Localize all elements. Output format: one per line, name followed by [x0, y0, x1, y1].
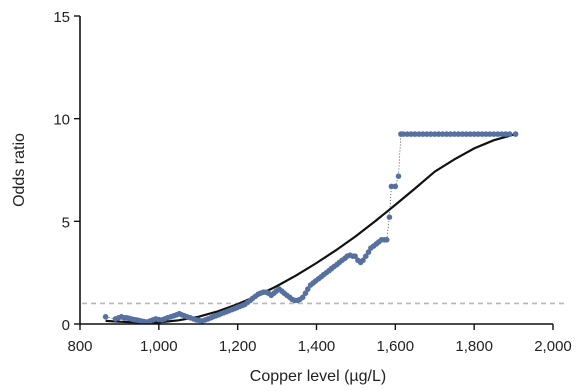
scatter-point — [392, 183, 399, 190]
scatter-point — [451, 131, 458, 137]
scatter-connector-layer — [105, 133, 516, 323]
scatter-point — [506, 131, 513, 137]
x-tick-label: 1,600 — [377, 338, 415, 355]
y-tick-label: 15 — [53, 9, 70, 26]
scatter-point — [302, 290, 309, 297]
x-tick-label: 1,800 — [455, 338, 493, 355]
scatter-point — [471, 131, 478, 137]
x-tick-label: 1,200 — [219, 338, 257, 355]
scatter-point — [512, 131, 519, 137]
scatter-point — [475, 131, 481, 137]
scatter-point — [424, 131, 430, 137]
scatter-point — [502, 131, 509, 137]
y-tick-label: 5 — [62, 214, 70, 231]
scatter-point — [455, 131, 462, 137]
scatter-point — [299, 294, 306, 301]
scatter-point — [363, 253, 369, 259]
scatter-point — [395, 173, 402, 179]
x-tick-label: 1,000 — [140, 338, 178, 355]
scatter-point — [420, 131, 426, 137]
scatter-point — [499, 131, 505, 137]
scatter-point — [483, 131, 489, 137]
scatter-point — [443, 131, 450, 137]
scatter-point — [467, 131, 474, 137]
scatter-points-layer — [102, 131, 519, 325]
scatter-point — [447, 131, 454, 137]
scatter-point — [408, 131, 414, 137]
x-tick-label: 2,000 — [534, 338, 572, 355]
scatter-point — [459, 131, 466, 137]
x-tick-label: 800 — [67, 338, 92, 355]
scatter-point — [386, 214, 393, 220]
scatter-point — [428, 131, 434, 137]
scatter-point — [479, 131, 485, 137]
scatter-point — [365, 249, 372, 255]
x-ticks: 800 1,000 1,200 1,400 1,600 1,800 2,000 — [67, 324, 572, 355]
scatter-point — [352, 253, 358, 259]
x-axis-title: Copper level (µg/L) — [250, 368, 386, 385]
scatter-point — [495, 131, 501, 137]
scatter-point — [491, 131, 497, 137]
scatter-connector-line — [105, 133, 516, 323]
scatter-point — [388, 183, 395, 190]
scatter-point — [439, 131, 446, 137]
x-tick-label: 1,400 — [298, 338, 336, 355]
scatter-point — [404, 131, 411, 137]
y-ticks: 0 5 10 15 — [53, 9, 80, 334]
scatter-point — [383, 237, 390, 243]
scatter-point — [435, 131, 442, 137]
y-axis-title: Odds ratio — [11, 133, 28, 207]
scatter-point — [400, 131, 407, 137]
scatter-point — [102, 314, 109, 320]
y-tick-label: 10 — [53, 112, 70, 129]
fit-curve — [105, 133, 516, 324]
scatter-point — [360, 257, 366, 264]
scatter-point — [463, 131, 470, 137]
scatter-point — [412, 131, 418, 137]
scatter-point — [487, 131, 493, 137]
scatter-point — [305, 286, 311, 292]
scatter-point — [416, 131, 422, 137]
y-tick-label: 0 — [62, 317, 70, 334]
fit-curve-layer — [105, 133, 516, 324]
scatter-point — [432, 131, 438, 137]
